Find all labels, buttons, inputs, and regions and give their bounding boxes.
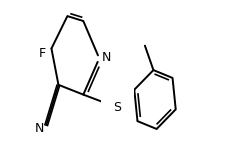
Text: N: N	[101, 51, 111, 64]
Text: S: S	[113, 101, 121, 114]
Text: N: N	[35, 123, 44, 135]
Text: F: F	[39, 47, 46, 60]
